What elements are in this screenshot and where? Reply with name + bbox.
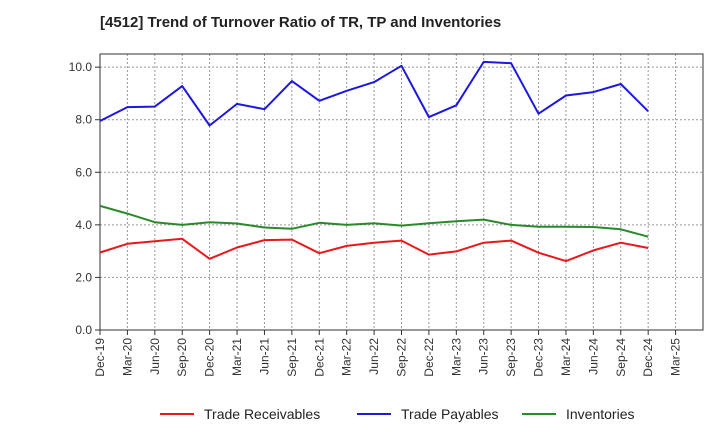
x-tick-label: Mar-22 — [340, 338, 354, 376]
axes: 0.0 2.0 4.0 6.0 8.0 10.0 Dec-19 Mar-20 Jun-20 Sep… — [69, 53, 704, 377]
y-tick-label: 8.0 — [75, 113, 92, 127]
x-tick-label: Jun-24 — [586, 338, 600, 375]
x-tick-label: Sep-20 — [175, 338, 189, 377]
y-tick-label: 0.0 — [75, 323, 92, 337]
x-tick-label: Dec-22 — [422, 338, 436, 377]
series-line-trade-receivables — [99, 237, 649, 263]
x-tick-label: Sep-21 — [285, 338, 299, 377]
y-tick-label: 2.0 — [75, 270, 92, 284]
x-tick-label: Mar-20 — [120, 338, 134, 376]
x-tick-label: Dec-23 — [532, 338, 546, 377]
legend-label: Inventories — [566, 406, 634, 422]
grid-lines — [100, 54, 703, 330]
x-tick-label: Mar-23 — [449, 338, 463, 376]
x-tick-label: Dec-24 — [641, 338, 655, 377]
x-tick-label: Jun-20 — [148, 338, 162, 375]
chart-title: [4512] Trend of Turnover Ratio of TR, TP… — [100, 14, 502, 31]
x-tick-label: Dec-21 — [312, 338, 326, 377]
y-tick-label: 6.0 — [75, 165, 92, 179]
y-tick-label: 4.0 — [75, 218, 92, 232]
y-tick-label: 10.0 — [69, 60, 93, 74]
legend: Trade Receivables Trade Payables Inventori… — [160, 406, 634, 422]
series-line-inventories — [99, 204, 649, 238]
x-tick-label: Sep-24 — [614, 338, 628, 377]
x-tick-label: Mar-21 — [230, 338, 244, 376]
x-tick-label: Sep-23 — [504, 338, 518, 377]
x-tick-label: Mar-25 — [669, 338, 683, 376]
x-tick-label: Mar-24 — [559, 338, 573, 376]
x-tick-label: Jun-21 — [257, 338, 271, 375]
legend-label: Trade Receivables — [204, 406, 320, 422]
x-tick-label: Dec-20 — [203, 338, 217, 377]
legend-label: Trade Payables — [401, 406, 499, 422]
x-tick-label: Sep-22 — [395, 338, 409, 377]
plot-frame — [99, 53, 704, 331]
x-tick-label: Jun-22 — [367, 338, 381, 375]
series-line-trade-payables — [99, 60, 649, 127]
x-tick-label: Jun-23 — [477, 338, 491, 375]
x-tick-label: Dec-19 — [93, 338, 107, 377]
series-lines — [99, 60, 649, 263]
